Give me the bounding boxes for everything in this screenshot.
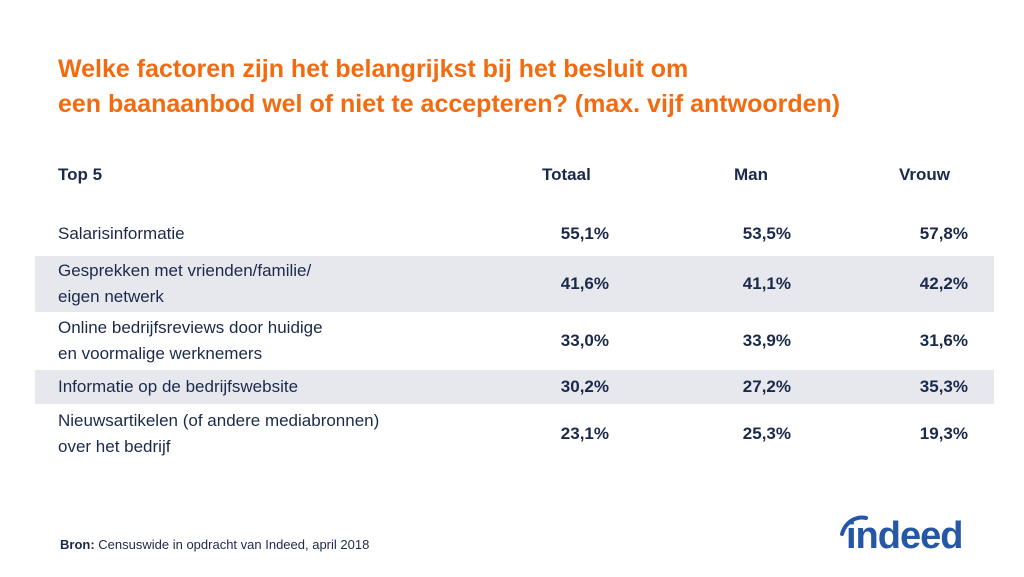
row-label: Informatie op de bedrijfswebsite	[58, 374, 478, 400]
table-row: Salarisinformatie 55,1% 53,5% 57,8%	[35, 212, 994, 256]
table-row: Nieuwsartikelen (of andere mediabronnen)…	[35, 404, 994, 464]
totaal-value: 55,1%	[560, 224, 609, 243]
man-value: 25,3%	[742, 424, 791, 443]
row-label-line: Salarisinformatie	[58, 224, 185, 243]
vrouw-value: 35,3%	[919, 377, 968, 396]
row-label-line: Nieuwsartikelen (of andere mediabronnen)	[58, 411, 380, 430]
vrouw-value: 42,2%	[919, 274, 968, 293]
row-label-line: Gesprekken met vrienden/familie/	[58, 261, 312, 280]
header-vrouw: Vrouw	[899, 165, 951, 184]
man-value: 53,5%	[742, 224, 791, 243]
totaal-value: 30,2%	[560, 377, 609, 396]
row-label: Gesprekken met vrienden/familie/eigen ne…	[58, 258, 478, 310]
title-line-2: een baanaanbod wel of niet te accepteren…	[58, 90, 841, 118]
row-label: Nieuwsartikelen (of andere mediabronnen)…	[58, 408, 478, 460]
vrouw-value: 57,8%	[919, 224, 968, 243]
results-table: Salarisinformatie 55,1% 53,5% 57,8% Gesprekk…	[35, 212, 994, 464]
header-man: Man	[734, 165, 768, 184]
row-label: Salarisinformatie	[58, 221, 478, 247]
totaal-value: 41,6%	[560, 274, 609, 293]
totaal-value: 23,1%	[560, 424, 609, 443]
row-label-line: eigen netwerk	[58, 287, 164, 306]
man-value: 27,2%	[742, 377, 791, 396]
totaal-value: 33,0%	[560, 331, 609, 350]
man-value: 33,9%	[742, 331, 791, 350]
header-top5: Top 5	[58, 165, 103, 184]
row-label-line: over het bedrijf	[58, 437, 171, 456]
table-header: Top 5 Totaal Man Vrouw	[0, 163, 1024, 189]
chart-title: Welke factoren zijn het belangrijkst bij…	[58, 52, 998, 122]
logo-arc-icon	[840, 515, 868, 536]
row-label-line: en voormalige werknemers	[58, 344, 263, 363]
title-line-1: Welke factoren zijn het belangrijkst bij…	[58, 55, 689, 83]
source-note: Bron: Censuswide in opdracht van Indeed,…	[60, 537, 369, 552]
source-label: Bron:	[60, 537, 95, 552]
header-totaal: Totaal	[542, 165, 591, 184]
vrouw-value: 19,3%	[919, 424, 968, 443]
table-row: Informatie op de bedrijfswebsite 30,2% 27,…	[35, 370, 994, 404]
man-value: 41,1%	[742, 274, 791, 293]
indeed-logo: indeed	[838, 514, 972, 558]
source-text: Censuswide in opdracht van Indeed, april…	[98, 537, 370, 552]
row-label-line: Informatie op de bedrijfswebsite	[58, 377, 299, 396]
table-row: Online bedrijfsreviews door huidige en vo…	[35, 312, 994, 370]
row-label: Online bedrijfsreviews door huidige en vo…	[58, 315, 478, 367]
table-row: Gesprekken met vrienden/familie/eigen ne…	[35, 256, 994, 312]
logo-text: indeed	[846, 515, 963, 557]
row-label-line: Online bedrijfsreviews door huidige	[58, 318, 323, 337]
vrouw-value: 31,6%	[919, 331, 968, 350]
